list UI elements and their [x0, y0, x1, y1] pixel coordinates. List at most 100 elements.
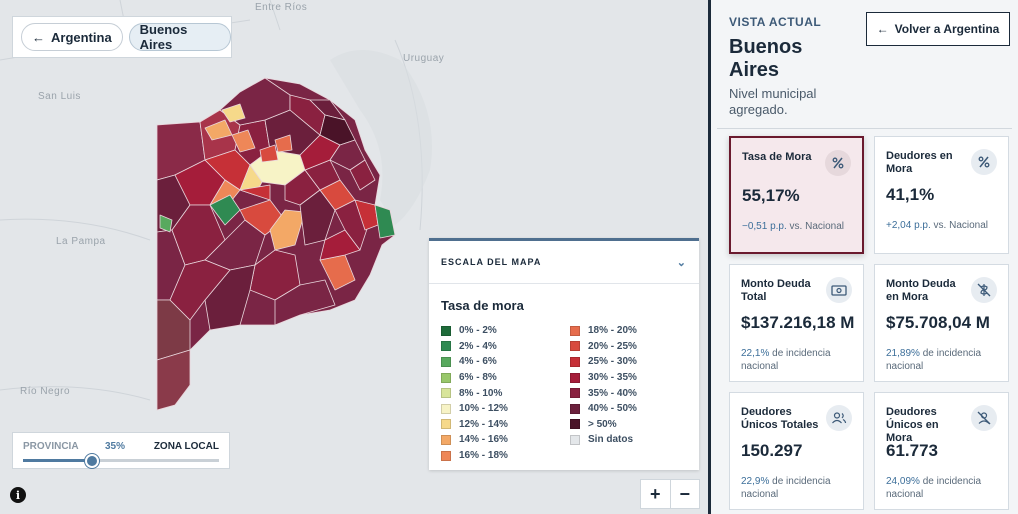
card-label: Monto Deuda en Mora — [886, 278, 956, 303]
legend-item: 14% - 16% — [441, 432, 508, 448]
place-label: Río Negro — [20, 386, 71, 397]
card-delta: 21,89% — [886, 348, 920, 359]
card-label: Monto Deuda Total — [741, 278, 811, 303]
legend-item: 0% - 2% — [441, 323, 508, 339]
legend-item: 25% - 30% — [570, 354, 637, 370]
card-delta: +2,04 p.p. — [886, 220, 931, 231]
card-deudores-unicos-totales[interactable]: Deudores Únicos Totales 150.297 22,9% de i… — [729, 392, 864, 510]
legend-item-label: 25% - 30% — [588, 356, 637, 368]
card-value: 41,1% — [886, 185, 935, 204]
legend-swatch — [441, 341, 451, 352]
card-footnote: −0,51 p.p. vs. Nacional — [742, 220, 857, 233]
legend-item: 30% - 35% — [570, 370, 637, 386]
divider — [717, 128, 1012, 129]
card-label: Deudores Únicos en Mora — [886, 406, 939, 444]
card-footnote-text: de incidencia nacional — [886, 476, 982, 500]
legend-item-label: 35% - 40% — [588, 387, 637, 399]
card-value: 55,17% — [742, 186, 800, 205]
legend-header-label: ESCALA DEL MAPA — [441, 257, 542, 267]
card-monto-deuda-en-mora[interactable]: Monto Deuda en Mora $75.708,04 M 21,89% de… — [874, 264, 1009, 382]
arrow-left-icon: ← — [876, 22, 889, 36]
card-value: $75.708,04 M — [886, 313, 990, 332]
legend-item-label: 6% - 8% — [459, 372, 497, 384]
chevron-down-icon[interactable]: ⌄ — [676, 256, 687, 269]
legend-item: 8% - 10% — [441, 385, 508, 401]
legend-swatch — [570, 419, 580, 430]
card-tasa-de-mora[interactable]: Tasa de Mora 55,17% −0,51 p.p. vs. Naciona… — [729, 136, 864, 254]
card-delta: 24,09% — [886, 476, 920, 487]
card-deudores-unicos-en-mora[interactable]: Deudores Únicos en Mora 61.773 24,09% de i… — [874, 392, 1009, 510]
legend-item-label: 10% - 12% — [459, 403, 508, 415]
slider-value-label: 35% — [105, 441, 126, 452]
legend-item-label: 2% - 4% — [459, 340, 497, 352]
legend-swatch — [570, 434, 580, 445]
card-footnote-text: de incidencia nacional — [886, 348, 982, 372]
card-delta: 22,1% — [741, 348, 770, 359]
legend-column: 18% - 20% 20% - 25% 25% - 30% 30% - 35% 35% … — [570, 323, 637, 448]
map-legend: ESCALA DEL MAPA ⌄ Tasa de mora 0% - 2% 2%… — [429, 238, 699, 470]
legend-item-label: Sin datos — [588, 434, 634, 446]
zoom-controls: + − — [640, 479, 700, 509]
back-to-argentina-button[interactable]: ← Volver a Argentina — [866, 12, 1010, 46]
card-deudores-en-mora[interactable]: Deudores en Mora 41,1% +2,04 p.p. vs. Naci… — [874, 136, 1009, 254]
card-monto-deuda-total[interactable]: Monto Deuda Total $137.216,18 M 22,1% de i… — [729, 264, 864, 382]
zoom-level-slider[interactable]: PROVINCIA 35% ZONA LOCAL — [12, 432, 230, 469]
users-icon — [826, 405, 852, 431]
legend-item-label: 30% - 35% — [588, 372, 637, 384]
place-label: Uruguay — [403, 53, 445, 64]
legend-swatch — [441, 325, 451, 336]
place-label: Entre Ríos — [255, 2, 308, 13]
card-footnote: 22,9% de incidencia nacional — [741, 475, 856, 501]
legend-item-label: 12% - 14% — [459, 418, 508, 430]
place-label: La Pampa — [56, 236, 106, 247]
money-off-icon — [971, 277, 997, 303]
zoom-out-button[interactable]: − — [669, 480, 700, 508]
legend-swatch — [441, 419, 451, 430]
card-delta: −0,51 p.p. — [742, 221, 787, 232]
province-map[interactable] — [0, 0, 708, 514]
money-icon — [826, 277, 852, 303]
legend-swatch — [441, 403, 451, 414]
info-icon[interactable]: i — [10, 487, 26, 503]
breadcrumb: ← Argentina Buenos Aires — [12, 16, 232, 58]
legend-swatch — [441, 372, 451, 383]
back-button-label: Volver a Argentina — [894, 22, 1000, 36]
legend-swatch — [570, 403, 580, 414]
legend-swatch — [441, 388, 451, 399]
card-footnote-text: vs. Nacional — [930, 220, 989, 231]
card-footnote: +2,04 p.p. vs. Nacional — [886, 219, 1001, 232]
page-subtitle: Nivel municipal agregado. — [729, 86, 817, 117]
card-value: 61.773 — [886, 441, 938, 460]
percent-icon — [825, 150, 851, 176]
back-to-argentina-pill[interactable]: ← Argentina — [21, 23, 123, 51]
legend-item: 20% - 25% — [570, 339, 637, 355]
legend-column: 0% - 2% 2% - 4% 4% - 6% 6% - 8% 8% - 10% 10% … — [441, 323, 508, 463]
legend-item: 4% - 6% — [441, 354, 508, 370]
legend-item: 6% - 8% — [441, 370, 508, 386]
legend-title: Tasa de mora — [441, 298, 524, 313]
legend-header[interactable]: ESCALA DEL MAPA ⌄ — [429, 241, 699, 284]
card-value: 150.297 — [741, 441, 803, 460]
percent-icon — [971, 149, 997, 175]
map-canvas[interactable]: Entre Ríos San Luis Uruguay La Pampa Río… — [0, 0, 708, 514]
arrow-left-icon: ← — [32, 29, 45, 45]
legend-swatch — [570, 372, 580, 383]
card-value: $137.216,18 M — [741, 313, 855, 332]
legend-swatch — [570, 388, 580, 399]
card-label: Deudores en Mora — [886, 150, 953, 175]
breadcrumb-current[interactable]: Buenos Aires — [128, 22, 231, 52]
legend-item: 40% - 50% — [570, 401, 637, 417]
slider-handle[interactable] — [84, 454, 99, 468]
legend-item-label: 4% - 6% — [459, 356, 497, 368]
legend-swatch — [570, 341, 580, 352]
panel-kicker: VISTA ACTUAL — [729, 15, 822, 29]
legend-item: Sin datos — [570, 432, 637, 448]
card-label: Tasa de Mora — [742, 151, 812, 163]
legend-item: 10% - 12% — [441, 401, 508, 417]
legend-item: 35% - 40% — [570, 385, 637, 401]
slider-track[interactable] — [23, 459, 219, 462]
place-label: San Luis — [38, 91, 81, 102]
zoom-in-button[interactable]: + — [649, 483, 661, 504]
legend-item-label: 8% - 10% — [459, 387, 503, 399]
slider-right-label: ZONA LOCAL — [153, 441, 219, 452]
